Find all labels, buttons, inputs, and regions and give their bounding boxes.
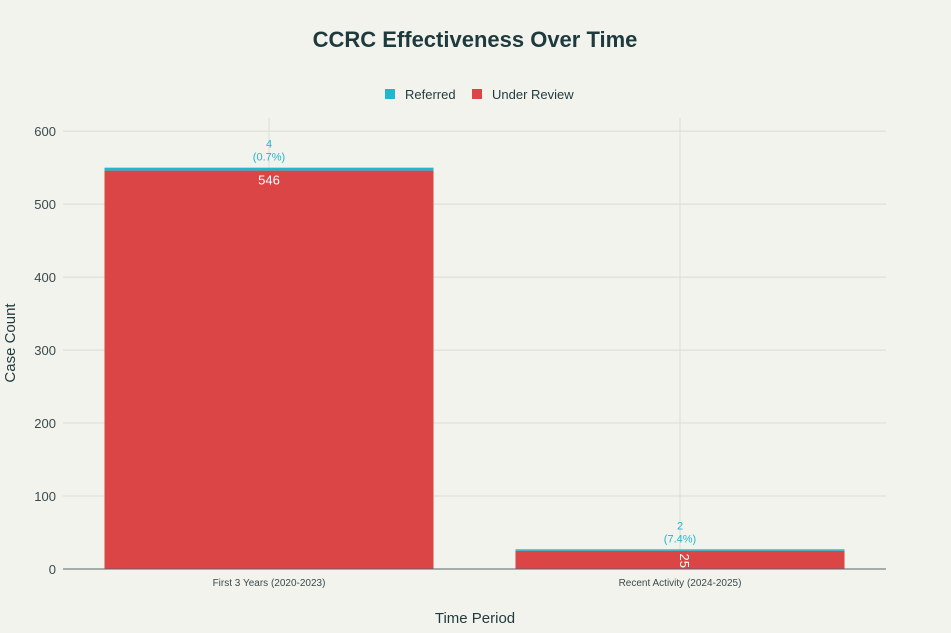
legend: Referred Under Review xyxy=(385,87,574,102)
legend-label-referred[interactable]: Referred xyxy=(405,87,456,102)
x-axis-title: Time Period xyxy=(435,610,515,627)
legend-swatch-under-review xyxy=(472,89,482,99)
y-tick-label-500: 500 xyxy=(34,197,56,212)
y-axis-title: Case Count xyxy=(2,303,19,383)
bars xyxy=(63,167,886,570)
bar-under-review-0[interactable] xyxy=(104,170,434,569)
bar-referred-0[interactable] xyxy=(104,167,434,171)
x-tick-label-0: First 3 Years (2020-2023) xyxy=(213,578,326,589)
legend-label-under-review[interactable]: Under Review xyxy=(492,87,574,102)
bar-under-review-1[interactable] xyxy=(515,550,845,569)
chart-title: CCRC Effectiveness Over Time xyxy=(313,27,638,52)
data-label-referred-pct-0: (0.7%) xyxy=(253,152,285,164)
bar-referred-1[interactable] xyxy=(515,549,845,551)
y-tick-label-300: 300 xyxy=(34,343,56,358)
legend-swatch-referred xyxy=(385,89,395,99)
y-tick-label-200: 200 xyxy=(34,416,56,431)
y-tick-label-400: 400 xyxy=(34,270,56,285)
data-label-under-review-1: 25 xyxy=(677,554,692,568)
data-label-referred-pct-1: (7.4%) xyxy=(664,533,696,545)
y-tick-label-0: 0 xyxy=(49,562,56,577)
x-tick-label-1: Recent Activity (2024-2025) xyxy=(619,578,742,589)
y-tick-label-100: 100 xyxy=(34,489,56,504)
data-labels: 546 4(0.7%) 25 2(7.4%) xyxy=(253,139,696,568)
data-label-referred-count-0: 4 xyxy=(266,139,272,151)
x-axis-ticks: First 3 Years (2020-2023) Recent Activity… xyxy=(213,578,742,589)
y-axis-ticks: 0 100 200 300 400 500 600 xyxy=(34,124,56,577)
y-tick-label-600: 600 xyxy=(34,124,56,139)
data-label-referred-count-1: 2 xyxy=(677,520,683,532)
data-label-under-review-0: 546 xyxy=(258,173,280,188)
